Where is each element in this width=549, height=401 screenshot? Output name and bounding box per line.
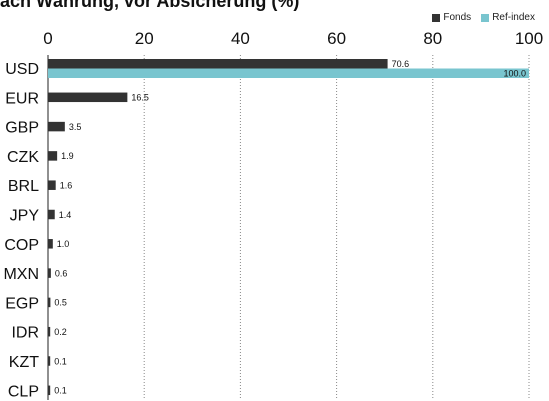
x-tick-label: 80	[423, 29, 442, 48]
data-label-fonds: 1.6	[60, 180, 73, 190]
bar-fonds	[48, 385, 51, 396]
category-label: USD	[5, 61, 39, 78]
bar-fonds	[48, 151, 58, 161]
category-label: BRL	[8, 178, 39, 195]
x-tick-label: 40	[231, 29, 250, 48]
category-label: COP	[4, 237, 39, 254]
legend-label-fonds: Fonds	[443, 12, 472, 23]
bar-fonds	[48, 268, 51, 278]
category-label: JPY	[10, 208, 40, 225]
x-tick-label: 0	[43, 29, 52, 48]
data-label-fonds: 3.5	[69, 122, 82, 132]
category-label: EUR	[5, 90, 39, 107]
legend-label-ref-index: Ref-index	[492, 12, 535, 23]
bar-fonds	[48, 180, 56, 190]
data-label-fonds: 0.6	[55, 268, 68, 278]
data-label-fonds: 0.1	[54, 356, 67, 366]
category-label: GBP	[5, 120, 39, 137]
data-label-fonds: 0.1	[54, 386, 67, 396]
category-label: MXN	[3, 266, 39, 283]
bar-fonds	[48, 326, 51, 337]
x-tick-label: 100	[515, 29, 543, 48]
bar-fonds	[48, 59, 388, 69]
bar-fonds	[48, 92, 128, 103]
category-label: IDR	[11, 325, 39, 342]
bar-fonds	[48, 356, 51, 366]
data-label-fonds: 1.4	[59, 210, 72, 220]
data-label-fonds: 16.5	[131, 93, 149, 103]
legend-item-ref-index: Ref-index	[481, 12, 535, 23]
data-label-fonds: 70.6	[392, 59, 410, 69]
category-label: CZK	[7, 149, 39, 166]
chart-legend: Fonds Ref-index	[432, 12, 535, 23]
legend-swatch-ref-index	[481, 13, 490, 22]
bar-fonds	[48, 209, 55, 220]
legend-swatch-fonds	[432, 13, 441, 22]
bar-fonds	[48, 297, 51, 308]
bar-fonds	[48, 121, 65, 132]
category-label: EGP	[5, 295, 39, 312]
bar-fonds	[48, 239, 53, 249]
x-tick-label: 60	[327, 29, 346, 48]
legend-item-fonds: Fonds	[432, 12, 471, 23]
chart-title: ach Währung, vor Absicherung (%)	[0, 0, 300, 11]
bar-ref-index	[48, 68, 529, 78]
data-label-fonds: 0.5	[54, 298, 67, 308]
category-label: KZT	[9, 354, 39, 371]
category-label: CLP	[8, 383, 39, 400]
data-label-fonds: 1.0	[57, 239, 70, 249]
x-tick-label: 20	[135, 29, 154, 48]
data-label-fonds: 0.2	[54, 327, 67, 337]
data-label-fonds: 1.9	[61, 151, 74, 161]
data-label-ref-index: 100.0	[503, 69, 526, 79]
